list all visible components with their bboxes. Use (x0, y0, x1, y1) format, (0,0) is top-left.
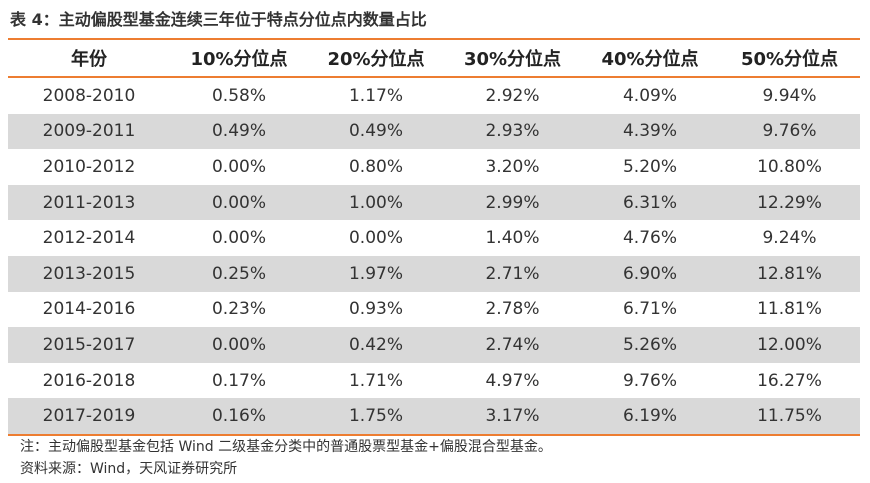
value-cell: 0.00% (170, 184, 308, 221)
table-row: 2013-2015 0.25% 1.97% 2.71% 6.90% 12.81% (8, 255, 860, 292)
value-cell: 0.25% (170, 255, 308, 292)
value-cell: 4.09% (622, 85, 677, 106)
value-cell: 6.19% (581, 398, 719, 435)
value-cell: 0.49% (308, 113, 444, 150)
year-cell: 2016-2018 (42, 370, 136, 391)
value-cell: 0.80% (348, 156, 403, 177)
table-row: 2016-2018 0.17% 1.71% 4.97% 9.76% 16.27% (8, 363, 860, 399)
column-header-p10: 10%分位点 (170, 39, 308, 78)
value-cell: 1.17% (348, 85, 403, 106)
value-cell: 11.81% (757, 299, 822, 320)
year-cell: 2011-2013 (8, 184, 170, 221)
value-cell: 0.00% (211, 156, 266, 177)
value-cell: 0.17% (211, 370, 266, 391)
value-cell: 0.16% (170, 398, 308, 435)
value-cell: 2.99% (444, 184, 581, 221)
table-row: 2015-2017 0.00% 0.42% 2.74% 5.26% 12.00% (8, 327, 860, 363)
value-cell: 3.20% (485, 156, 540, 177)
year-cell: 2017-2019 (8, 398, 170, 435)
table-row: 2014-2016 0.23% 0.93% 2.78% 6.71% 11.81% (8, 292, 860, 328)
value-cell: 0.00% (348, 228, 403, 249)
data-table: 年份 10%分位点 20%分位点 30%分位点 40%分位点 50%分位点 20… (8, 38, 860, 436)
value-cell: 10.80% (757, 156, 822, 177)
year-cell: 2009-2011 (8, 113, 170, 150)
value-cell: 9.94% (762, 85, 817, 106)
value-cell: 0.49% (170, 113, 308, 150)
table-row: 2017-2019 0.16% 1.75% 3.17% 6.19% 11.75% (8, 398, 860, 435)
value-cell: 1.71% (348, 370, 403, 391)
value-cell: 1.00% (308, 184, 444, 221)
value-cell: 12.81% (719, 255, 860, 292)
value-cell: 12.00% (719, 327, 860, 363)
column-header-year: 年份 (8, 39, 170, 78)
value-cell: 1.75% (308, 398, 444, 435)
value-cell: 16.27% (757, 370, 822, 391)
value-cell: 0.93% (348, 299, 403, 320)
value-cell: 2.71% (444, 255, 581, 292)
value-cell: 2.74% (444, 327, 581, 363)
source-note: 资料来源：Wind，天风证券研究所 (20, 461, 238, 477)
value-cell: 6.31% (581, 184, 719, 221)
value-cell: 0.00% (170, 327, 308, 363)
value-cell: 2.93% (444, 113, 581, 150)
value-cell: 3.17% (444, 398, 581, 435)
value-cell: 0.23% (211, 299, 266, 320)
value-cell: 2.92% (485, 85, 540, 106)
value-cell: 0.58% (211, 85, 266, 106)
year-cell: 2014-2016 (42, 299, 136, 320)
value-cell: 9.24% (762, 228, 817, 249)
column-header-p30: 30%分位点 (444, 39, 581, 78)
value-cell: 6.90% (581, 255, 719, 292)
year-cell: 2012-2014 (42, 228, 136, 249)
footnote: 注：主动偏股型基金包括 Wind 二级基金分类中的普通股票型基金+偏股混合型基金… (20, 439, 552, 455)
value-cell: 5.20% (622, 156, 677, 177)
year-cell: 2010-2012 (42, 156, 136, 177)
value-cell: 1.97% (308, 255, 444, 292)
year-cell: 2015-2017 (8, 327, 170, 363)
table-row: 2009-2011 0.49% 0.49% 2.93% 4.39% 9.76% (8, 113, 860, 150)
value-cell: 0.00% (211, 228, 266, 249)
table-row: 2008-2010 0.58% 1.17% 2.92% 4.09% 9.94% (8, 77, 860, 114)
table-row: 2010-2012 0.00% 0.80% 3.20% 5.20% 10.80% (8, 149, 860, 185)
column-header-p50: 50%分位点 (719, 39, 860, 78)
value-cell: 6.71% (622, 299, 677, 320)
table-row: 2012-2014 0.00% 0.00% 1.40% 4.76% 9.24% (8, 220, 860, 256)
column-header-p20: 20%分位点 (308, 39, 444, 78)
header-row: 年份 10%分位点 20%分位点 30%分位点 40%分位点 50%分位点 (8, 39, 860, 78)
table-title: 表 4：主动偏股型基金连续三年位于特点分位点内数量占比 (10, 10, 427, 29)
value-cell: 12.29% (719, 184, 860, 221)
value-cell: 0.42% (308, 327, 444, 363)
year-cell: 2013-2015 (8, 255, 170, 292)
year-cell: 2008-2010 (42, 85, 136, 106)
value-cell: 1.40% (485, 228, 540, 249)
value-cell: 4.39% (581, 113, 719, 150)
value-cell: 2.78% (485, 299, 540, 320)
value-cell: 11.75% (719, 398, 860, 435)
value-cell: 9.76% (719, 113, 860, 150)
value-cell: 9.76% (622, 370, 677, 391)
table-row: 2011-2013 0.00% 1.00% 2.99% 6.31% 12.29% (8, 184, 860, 221)
value-cell: 5.26% (581, 327, 719, 363)
value-cell: 4.76% (622, 228, 677, 249)
value-cell: 4.97% (485, 370, 540, 391)
column-header-p40: 40%分位点 (581, 39, 719, 78)
